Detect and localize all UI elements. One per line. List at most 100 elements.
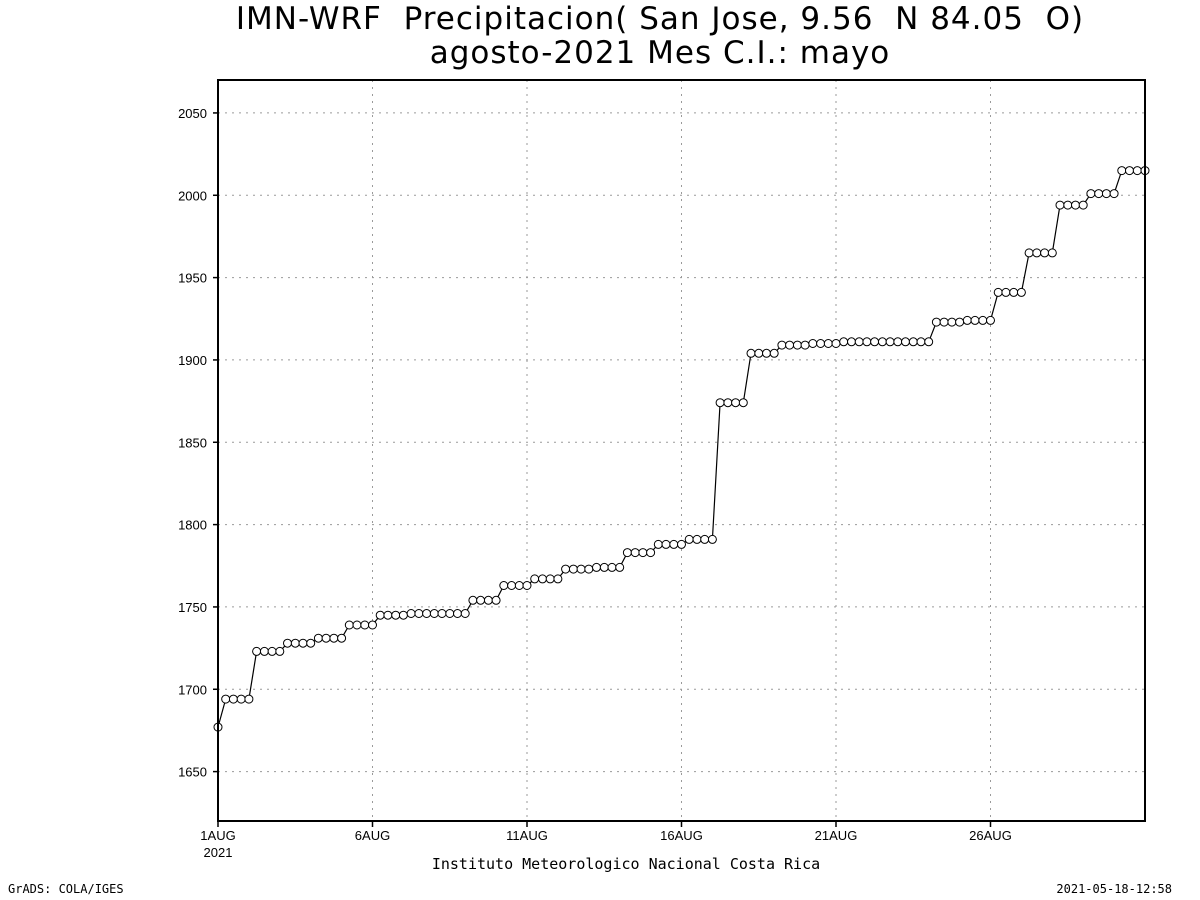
x-axis-label: Instituto Meteorologico Nacional Costa R… xyxy=(432,855,820,873)
data-point-marker xyxy=(1132,166,1142,176)
data-point-marker xyxy=(908,337,918,347)
generation-timestamp: 2021-05-18-12:58 xyxy=(1056,882,1172,896)
x-tick-label: 1AUG xyxy=(200,828,235,843)
chart-title: IMN-WRF Precipitacion( San Jose, 9.56 N … xyxy=(235,1,1085,37)
data-point-marker xyxy=(638,548,648,558)
y-tick-label: 1900 xyxy=(178,353,207,368)
data-point-marker xyxy=(723,398,733,408)
data-point-marker xyxy=(630,548,640,558)
data-point-marker xyxy=(561,564,571,574)
data-point-marker xyxy=(514,581,524,590)
data-point-marker xyxy=(221,694,231,704)
data-point-marker xyxy=(955,317,965,327)
data-point-marker xyxy=(368,620,377,630)
data-point-marker xyxy=(831,339,841,348)
data-point-marker xyxy=(236,694,246,704)
data-point-marker xyxy=(661,539,671,549)
precipitation-series xyxy=(213,166,1150,732)
data-point-marker xyxy=(1040,248,1050,258)
data-point-marker xyxy=(476,595,486,605)
data-point-marker xyxy=(653,539,663,549)
data-point-marker xyxy=(398,610,408,620)
data-point-marker xyxy=(460,609,470,618)
data-point-marker xyxy=(731,398,741,408)
y-tick-label: 1950 xyxy=(178,271,207,286)
data-point-marker xyxy=(538,574,547,584)
data-point-marker xyxy=(290,638,300,648)
data-point-marker xyxy=(792,340,802,350)
y-tick-label: 2050 xyxy=(178,106,207,121)
data-point-marker xyxy=(816,339,826,348)
data-point-marker xyxy=(545,574,555,584)
data-point-marker xyxy=(1086,189,1096,199)
data-point-marker xyxy=(445,609,455,618)
y-axis-ticks: 1650 1700 1750 1800 1850 1900 1950 2000 2050 xyxy=(178,106,218,780)
data-point-marker xyxy=(1063,200,1073,210)
data-point-marker xyxy=(599,562,609,572)
data-point-marker xyxy=(901,337,910,347)
data-point-marker xyxy=(1071,200,1080,210)
data-point-marker xyxy=(692,534,702,544)
data-point-marker xyxy=(854,337,864,347)
data-point-marker xyxy=(1032,248,1042,258)
data-point-marker xyxy=(1001,287,1011,297)
data-point-marker xyxy=(777,340,787,350)
software-credit: GrADS: COLA/IGES xyxy=(8,882,124,896)
data-point-marker xyxy=(700,534,710,544)
data-point-marker xyxy=(483,595,493,605)
data-point-marker xyxy=(553,574,563,584)
data-point-marker xyxy=(321,633,331,643)
x-tick-label: 11AUG xyxy=(506,828,548,843)
grid-lines xyxy=(218,80,1145,821)
data-point-marker xyxy=(584,564,594,574)
data-point-marker xyxy=(707,534,717,544)
data-point-marker xyxy=(283,638,292,648)
x-tick-label: 6AUG xyxy=(355,828,390,843)
data-point-marker xyxy=(252,646,262,656)
x-tick-label: 26AUG xyxy=(969,828,1012,843)
data-point-marker xyxy=(1117,166,1127,176)
data-point-marker xyxy=(453,609,462,618)
data-point-marker xyxy=(615,562,625,572)
data-point-marker xyxy=(823,339,833,348)
data-point-marker xyxy=(406,609,416,618)
y-tick-label: 1700 xyxy=(178,682,207,697)
data-point-marker xyxy=(313,633,323,643)
data-point-marker xyxy=(491,595,501,605)
data-point-marker xyxy=(329,633,339,643)
data-point-marker xyxy=(993,287,1003,297)
data-point-marker xyxy=(839,337,849,347)
data-point-marker xyxy=(1101,189,1111,199)
x-axis-ticks: 1AUG 6AUG 11AUG 16AUG 21AUG 26AUG 2021 xyxy=(200,821,1012,860)
data-point-marker xyxy=(877,337,887,347)
data-point-marker xyxy=(962,315,972,325)
y-tick-label: 1850 xyxy=(178,435,207,450)
data-point-marker xyxy=(360,620,370,630)
data-point-marker xyxy=(344,620,354,630)
data-point-marker xyxy=(1055,200,1065,210)
data-point-marker xyxy=(715,398,725,408)
y-tick-label: 2000 xyxy=(178,188,207,203)
data-point-marker xyxy=(468,595,478,605)
data-point-marker xyxy=(978,315,988,325)
y-tick-label: 1800 xyxy=(178,518,207,533)
data-point-marker xyxy=(437,609,447,618)
data-point-marker xyxy=(947,317,957,327)
data-point-marker xyxy=(800,340,810,350)
data-point-marker xyxy=(847,337,856,347)
data-point-marker xyxy=(391,610,401,620)
data-point-marker xyxy=(244,694,254,704)
x-tick-year-label: 2021 xyxy=(204,845,233,860)
data-point-marker xyxy=(1009,287,1019,297)
y-tick-label: 1750 xyxy=(178,600,207,615)
data-point-marker xyxy=(414,609,424,618)
data-point-marker xyxy=(422,609,432,618)
data-point-marker xyxy=(375,610,385,620)
data-point-marker xyxy=(916,337,926,347)
data-point-marker xyxy=(870,337,880,347)
data-point-marker xyxy=(738,398,748,408)
data-point-marker xyxy=(352,620,362,630)
data-point-marker xyxy=(931,317,941,327)
data-point-marker xyxy=(646,548,656,558)
